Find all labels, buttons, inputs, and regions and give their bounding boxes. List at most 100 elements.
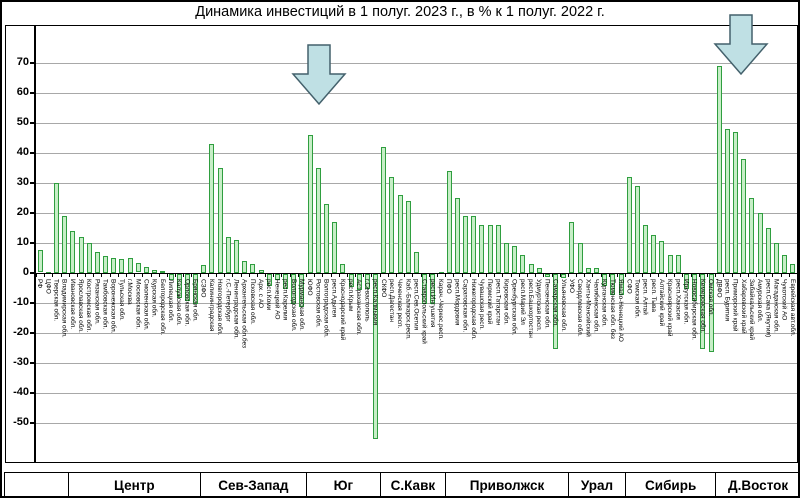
x-axis-tick [297, 272, 299, 277]
category-label: Калужская обл. [175, 278, 183, 326]
category-label: респ.Мордовия [453, 278, 461, 325]
category-label: Приморский край [731, 278, 739, 331]
y-axis-tick [30, 422, 36, 424]
category-label: Ямало-Ненецкий АО [617, 278, 625, 342]
gridline [36, 362, 797, 364]
bar [782, 254, 788, 273]
bar [381, 146, 387, 273]
x-axis-tick [289, 272, 291, 277]
footer-group-label: Сев-Запад [199, 473, 306, 496]
category-label: Вологодская обл. [289, 278, 297, 332]
bar [176, 273, 182, 298]
category-label: Удмуртская респ. [535, 278, 543, 332]
x-axis-tick [346, 272, 348, 277]
category-label: Кемеровская обл. [698, 278, 706, 333]
bar [684, 273, 690, 289]
bar [127, 257, 133, 273]
x-axis-tick [797, 272, 798, 277]
x-axis-tick [641, 272, 643, 277]
x-axis-tick [150, 272, 152, 277]
down-arrow-icon [291, 44, 347, 106]
x-axis-tick [592, 272, 594, 277]
category-label: Нижегородская обл. [469, 278, 477, 340]
bar [414, 251, 419, 273]
x-axis-tick [126, 272, 127, 277]
x-axis-tick [306, 272, 308, 277]
category-label: респ. Тыва [649, 278, 657, 312]
category-label: Курская обл. [150, 278, 158, 317]
y-axis-label: 10 [16, 235, 29, 248]
bar [291, 273, 297, 304]
x-axis-tick [101, 272, 103, 277]
x-axis-tick [706, 272, 708, 277]
bar [389, 176, 395, 273]
x-axis-tick [428, 272, 430, 277]
category-label: Белгородская обл. [158, 278, 166, 335]
x-axis-tick [158, 272, 160, 277]
bar [422, 273, 428, 304]
x-axis-tick [387, 272, 389, 277]
category-label: Смоленская обл. [142, 278, 150, 330]
category-label: Алтайский край [657, 278, 665, 326]
bar [479, 224, 485, 273]
footer-group-label: Центр [68, 473, 200, 496]
category-label: Орловская обл. [183, 278, 191, 326]
x-axis-tick [265, 272, 267, 277]
category-label: Амурская обл. [756, 278, 764, 323]
category-label: респ.Коми [265, 278, 273, 310]
category-label: Челябинская обл. [592, 278, 600, 333]
y-axis-line [34, 26, 36, 462]
category-label: респ.Ингушетия [428, 278, 436, 327]
bar [675, 254, 681, 273]
x-axis-tick [36, 272, 37, 277]
category-label: Красноярский край [666, 278, 674, 336]
bar [495, 224, 501, 273]
category-label: Волгоградская обл. [322, 278, 330, 338]
bar [307, 134, 313, 273]
bar [536, 268, 542, 273]
category-label: Ульяновская обл. [559, 278, 567, 332]
x-axis-tick [109, 272, 111, 277]
footer-group-label: С.Кавк [379, 473, 445, 496]
category-label: РФ [36, 278, 44, 288]
x-axis-tick [764, 272, 766, 277]
x-axis-tick [314, 272, 316, 277]
y-axis-tick [30, 62, 36, 64]
x-axis-tick [379, 272, 381, 277]
category-label: Астраханская обл. [355, 278, 363, 335]
bar [152, 269, 158, 273]
x-axis-tick [240, 272, 242, 277]
x-axis-tick [134, 272, 136, 277]
x-axis-tick [183, 272, 185, 277]
x-axis-tick [608, 272, 610, 277]
bar [708, 273, 714, 352]
category-label: Новосибирская обл. [690, 278, 698, 340]
x-axis-tick [232, 272, 234, 277]
bar [602, 273, 608, 286]
category-label: Хабаровский край [739, 278, 747, 334]
y-axis-label: 50 [16, 115, 29, 128]
x-axis-tick [682, 272, 684, 277]
y-axis-label: 30 [16, 175, 29, 188]
y-axis-label: 40 [16, 145, 29, 158]
bar [446, 170, 452, 273]
category-label: Оренбургская обл. [510, 278, 518, 335]
x-axis-tick [584, 272, 586, 277]
x-axis-tick [191, 272, 193, 277]
y-axis-label: -30 [13, 355, 29, 368]
x-axis-tick [85, 272, 87, 277]
category-label: Костромская обл. [85, 278, 93, 332]
category-label: Томская обл. [633, 278, 641, 318]
bar [577, 242, 583, 273]
bar [692, 273, 698, 301]
down-arrow-icon [713, 14, 769, 76]
bar [70, 230, 76, 273]
x-axis-tick [404, 272, 406, 277]
category-label: г.Севастополь [363, 278, 371, 322]
bar [512, 245, 518, 273]
bar [561, 273, 567, 278]
category-label: Чувашская респ. [477, 278, 485, 330]
x-axis-tick [559, 272, 561, 277]
bar [397, 194, 403, 273]
x-axis-tick [625, 272, 627, 277]
